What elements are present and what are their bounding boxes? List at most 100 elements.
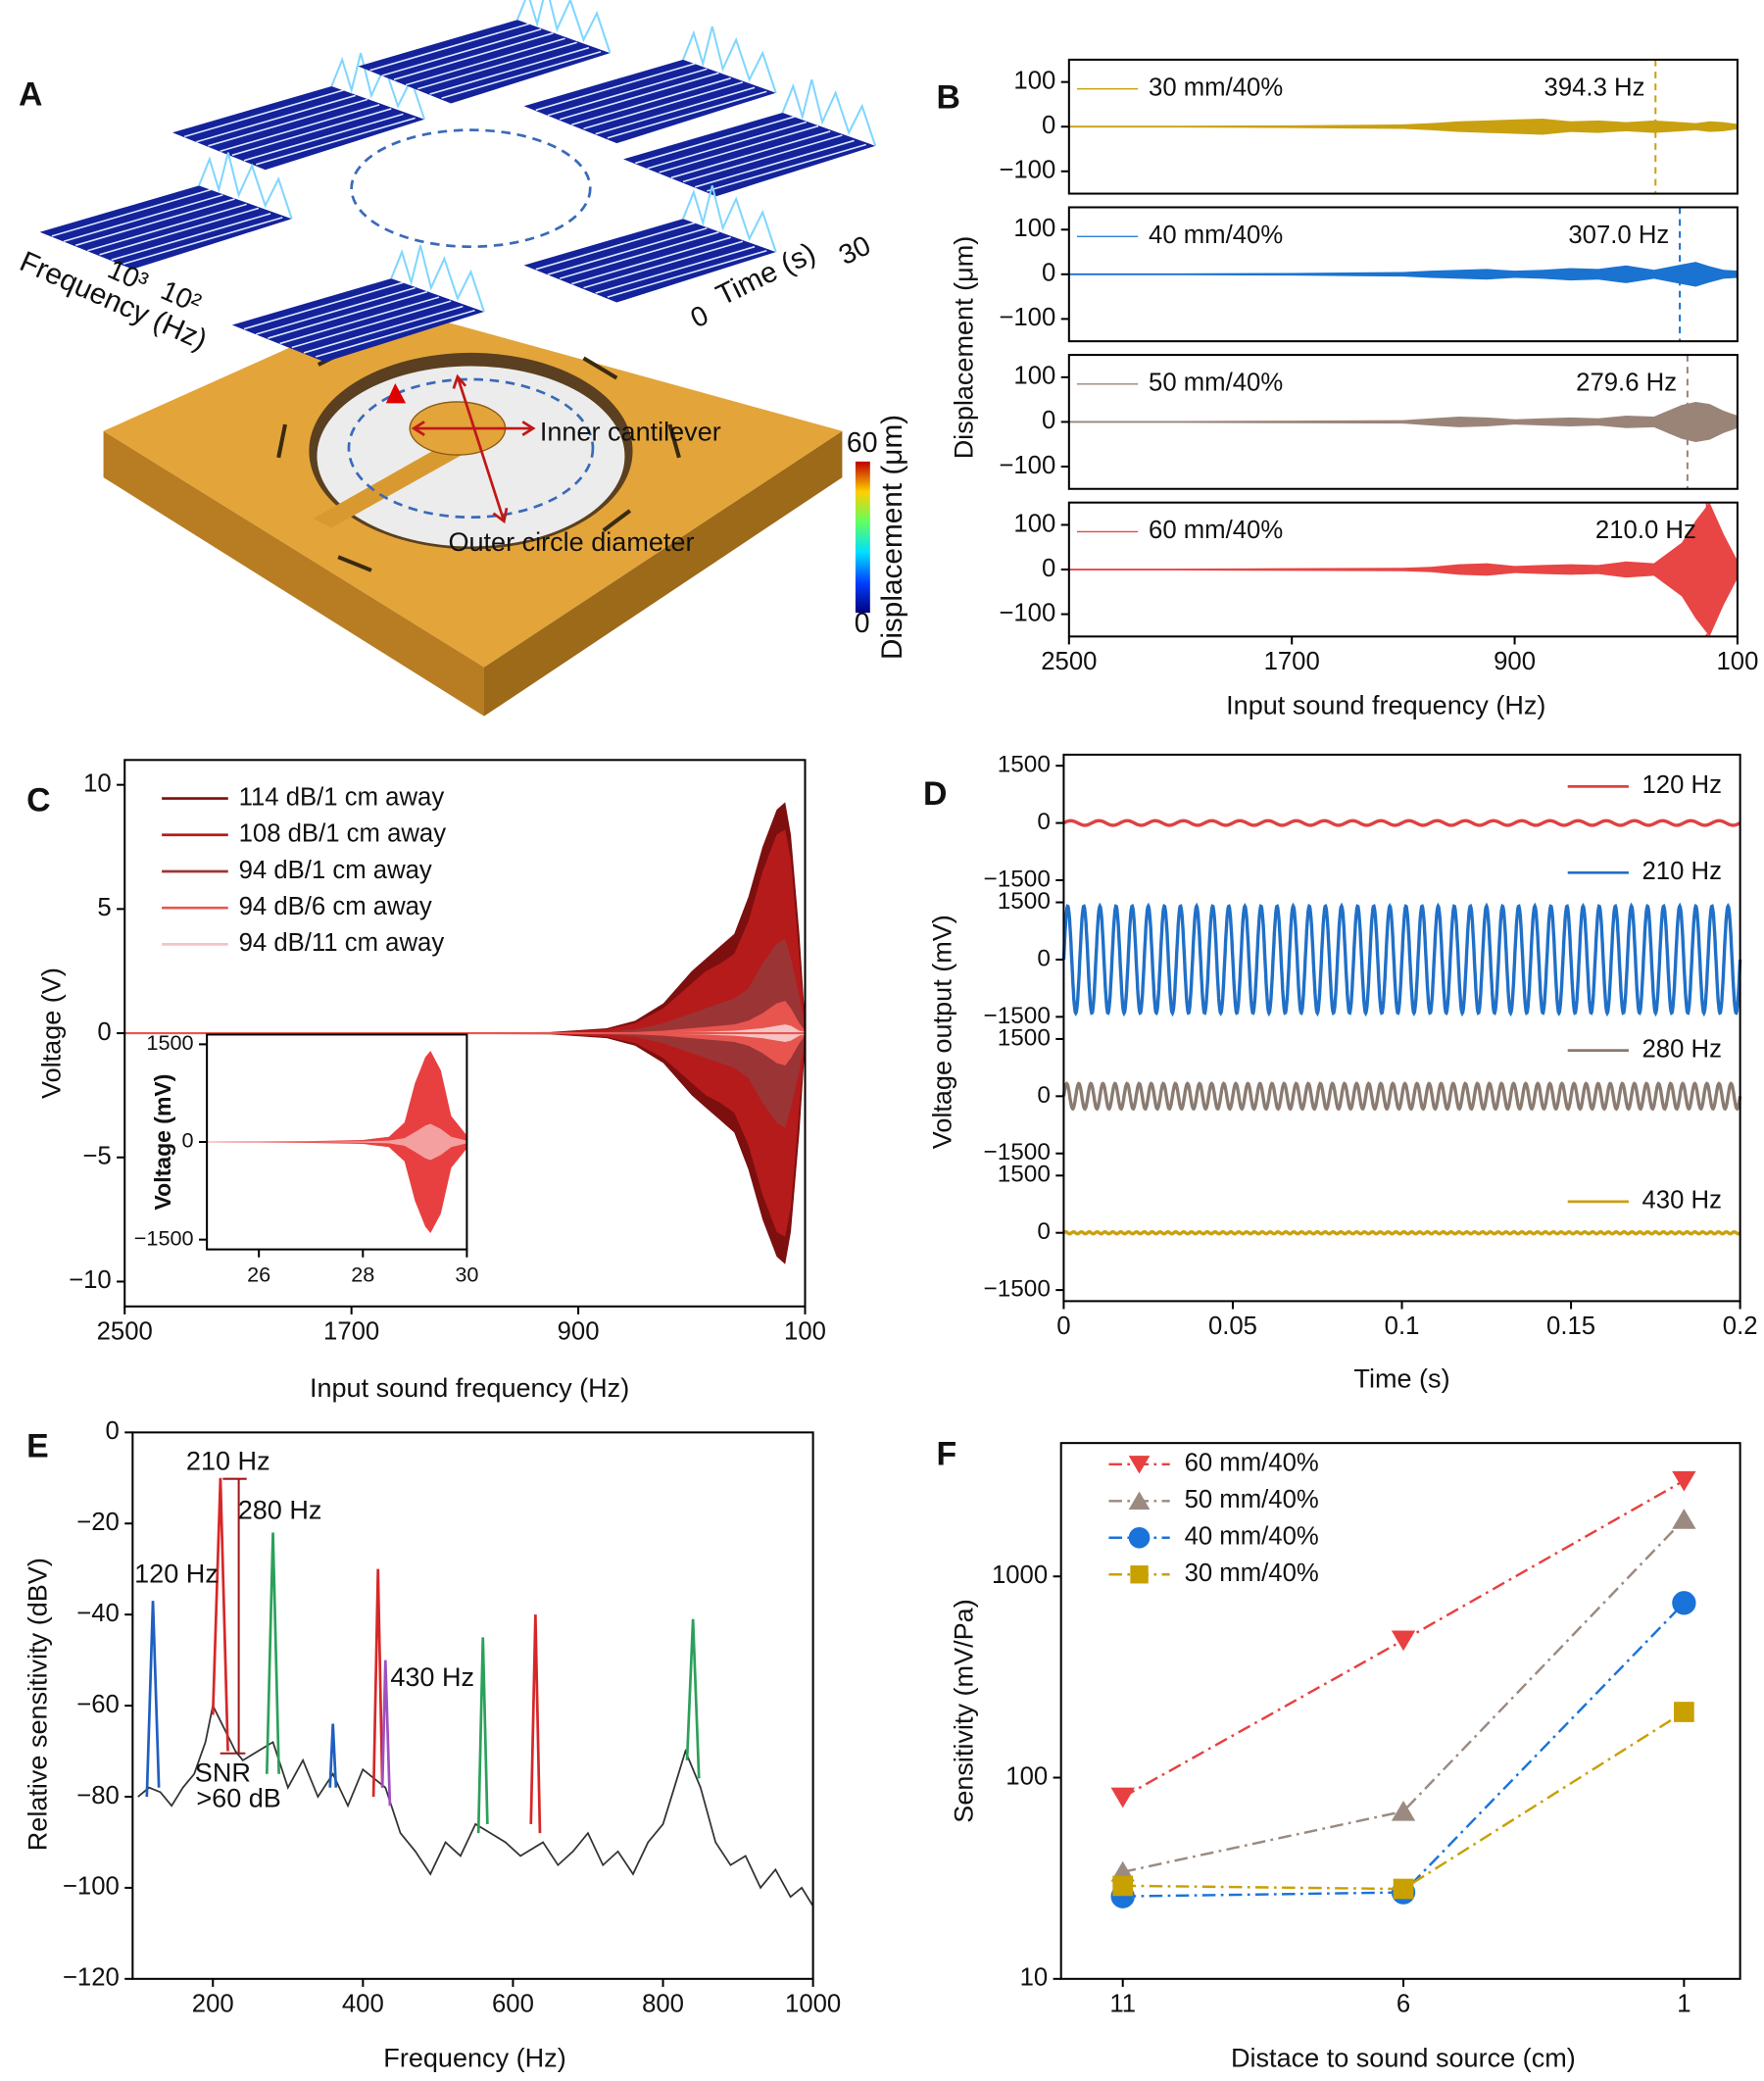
line xyxy=(529,1614,542,1834)
tick-label: 0 xyxy=(686,300,713,335)
line xyxy=(328,1723,338,1788)
x-tick-label: 1700 xyxy=(1264,648,1320,675)
area xyxy=(1068,502,1738,637)
legend-label: 60 mm/40% xyxy=(1149,517,1283,544)
slab-side xyxy=(103,430,484,717)
x-tick-label: 900 xyxy=(558,1318,600,1346)
x-tick-label: 26 xyxy=(247,1262,270,1286)
wave xyxy=(1061,902,1742,1017)
annotation: Outer circle diameter xyxy=(448,527,694,557)
colorbar xyxy=(855,461,870,614)
ring xyxy=(317,366,625,547)
device-illustration: A Frequency (Hz) 10³ 10² Time (s) 0 30 I… xyxy=(15,0,908,717)
line xyxy=(211,1477,229,1752)
x-tick-label: 0.1 xyxy=(1385,1313,1420,1340)
line xyxy=(380,1660,392,1807)
legend-label: 120 Hz xyxy=(1642,771,1721,799)
line xyxy=(371,1568,384,1798)
legend-label: 60 mm/40% xyxy=(1185,1450,1319,1477)
panel-letter: F xyxy=(936,1436,956,1473)
y-axis-label: Voltage output (mV) xyxy=(928,915,957,1149)
y-tick-label: 0 xyxy=(106,1417,120,1445)
marker xyxy=(1672,1509,1696,1529)
x-axis-label: Time (s) xyxy=(1353,1364,1449,1394)
y-tick-label: −120 xyxy=(63,1964,120,1992)
line xyxy=(137,1703,814,1907)
y-tick-label: −100 xyxy=(999,599,1055,626)
x-tick-label: 2500 xyxy=(1041,648,1097,675)
x-tick-label: 0.2 xyxy=(1723,1313,1758,1340)
y-tick-label: −100 xyxy=(999,304,1055,331)
marker xyxy=(1110,1787,1135,1808)
line xyxy=(1122,1518,1686,1873)
x-axis-label: Frequency (Hz) xyxy=(383,2043,565,2072)
legend-label: 280 Hz xyxy=(1642,1035,1721,1063)
y-tick-label: 0 xyxy=(1037,945,1051,971)
panel-letter: B xyxy=(936,78,959,116)
peak-label: 394.3 Hz xyxy=(1544,74,1645,101)
x-tick-label: 2500 xyxy=(97,1318,153,1346)
y-tick-label: −5 xyxy=(82,1143,111,1170)
y-tick-label: 1500 xyxy=(146,1030,193,1055)
y-tick-label: −1500 xyxy=(983,866,1050,892)
y-tick-label: 0 xyxy=(1037,809,1051,835)
y-tick-label: 1500 xyxy=(998,1024,1051,1051)
area xyxy=(1068,401,1738,442)
x-axis-label: Input sound frequency (Hz) xyxy=(310,1373,629,1403)
legend-label: 30 mm/40% xyxy=(1149,74,1283,101)
marker xyxy=(1674,1702,1694,1722)
x-tick-label: 1700 xyxy=(323,1318,379,1346)
y-tick-label: 1000 xyxy=(992,1561,1048,1589)
x-tick-label: 800 xyxy=(642,1991,684,2018)
cantilever-stem xyxy=(313,444,465,528)
y-axis-label: Relative sensitivity (dBV) xyxy=(24,1558,53,1851)
annotation: Inner cantilever xyxy=(540,418,721,447)
legend-label: 114 dB/1 cm away xyxy=(239,783,445,811)
peak-label: 307.0 Hz xyxy=(1568,222,1669,249)
y-tick-label: 1500 xyxy=(998,888,1051,915)
y-tick-label: 0 xyxy=(1042,112,1055,139)
y-tick-label: 0 xyxy=(1037,1218,1051,1245)
y-axis-label: Sensitivity (mV/Pa) xyxy=(949,1599,978,1822)
y-tick-label: −60 xyxy=(76,1691,120,1718)
legend-label: 108 dB/1 cm away xyxy=(239,820,447,848)
panel-letter: E xyxy=(26,1428,49,1465)
line xyxy=(145,1601,161,1798)
y-tick-label: −1500 xyxy=(134,1225,194,1250)
marker xyxy=(1128,1491,1151,1510)
legend-label: 40 mm/40% xyxy=(1149,222,1283,249)
y-tick-label: 100 xyxy=(1013,363,1055,390)
y-tick-label: 1500 xyxy=(998,752,1051,778)
axes-frame xyxy=(1059,1442,1741,1980)
y-tick-label: −1500 xyxy=(983,1276,1050,1303)
area xyxy=(1068,118,1738,135)
dashed-circle xyxy=(347,377,595,520)
x-tick-label: 200 xyxy=(192,1991,234,2018)
y-tick-label: 0 xyxy=(97,1018,111,1046)
y-tick-label: −10 xyxy=(69,1266,112,1294)
legend-label: 94 dB/1 cm away xyxy=(239,857,432,884)
y-tick-label: 0 xyxy=(1042,407,1055,434)
x-tick-label: 1000 xyxy=(785,1991,841,2018)
source-marker xyxy=(385,383,407,404)
peak-label: 279.6 Hz xyxy=(1576,370,1677,397)
x-tick-label: 100 xyxy=(1716,648,1758,675)
panel-letter: A xyxy=(19,76,42,114)
colorbar-label: Displacement (μm) xyxy=(876,415,908,660)
y-tick-label: 0 xyxy=(1042,260,1055,287)
panel-letter: C xyxy=(26,782,50,819)
y-tick-label: 10 xyxy=(1020,1964,1049,1992)
x-tick-label: 28 xyxy=(351,1262,374,1286)
x-tick-label: 400 xyxy=(342,1991,384,2018)
marker xyxy=(1112,1875,1134,1897)
y-tick-label: −20 xyxy=(76,1509,120,1536)
y-tick-label: 100 xyxy=(1013,67,1055,94)
y-tick-label: −100 xyxy=(999,452,1055,479)
y-axis-label: Voltage (V) xyxy=(36,967,66,1099)
annotation: 280 Hz xyxy=(238,1496,322,1525)
legend-label: 50 mm/40% xyxy=(1185,1486,1319,1513)
x-tick-label: 900 xyxy=(1494,648,1536,675)
x-tick-label: 600 xyxy=(492,1991,534,2018)
marker xyxy=(1672,1470,1696,1492)
